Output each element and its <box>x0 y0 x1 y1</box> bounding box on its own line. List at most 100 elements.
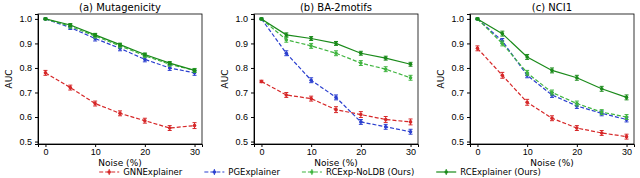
x-tick: 10 <box>91 144 101 157</box>
y-axis-line <box>467 15 471 145</box>
x-tick-label: 30 <box>190 147 200 157</box>
x-axis-line <box>471 145 635 148</box>
point <box>525 101 529 105</box>
error-bar <box>284 51 288 56</box>
y-tick-mark <box>35 43 38 44</box>
error-bar-cap <box>118 50 122 51</box>
y-tick-label: 1.0 <box>451 14 464 24</box>
x-tick: 20 <box>572 144 582 157</box>
error-bar-cap <box>625 99 629 100</box>
point <box>168 126 172 130</box>
x-tick-label: 10 <box>523 147 533 157</box>
x-tick: 30 <box>190 144 200 157</box>
error-bar <box>525 70 529 75</box>
error-bar-cap <box>625 134 629 135</box>
error-bar-cap <box>475 45 479 46</box>
error-bar-cap <box>93 101 97 102</box>
error-bar-cap <box>525 59 529 60</box>
y-tick-label: 0.8 <box>19 63 32 73</box>
error-bar-cap <box>43 70 47 71</box>
y-tick-label: 0.9 <box>19 39 32 49</box>
plot-area <box>475 17 628 139</box>
series-line <box>477 19 626 120</box>
x-tick-label: 30 <box>622 147 632 157</box>
point <box>409 76 413 80</box>
x-tick: 10 <box>523 144 533 157</box>
error-bar-cap <box>409 134 413 135</box>
y-tick: 0.7 <box>451 88 470 98</box>
x-axis-line <box>255 145 419 148</box>
y-tick: 0.5 <box>19 137 38 147</box>
error-bar-cap <box>359 65 363 66</box>
legend-label: RCExp-NoLDB (Ours) <box>326 167 414 177</box>
y-tick-label: 1.0 <box>235 14 248 24</box>
error-bar-cap <box>309 43 313 44</box>
series-line <box>45 19 194 71</box>
series-line <box>477 19 626 97</box>
error-bar-cap <box>500 45 504 46</box>
error-bar-cap <box>309 82 313 83</box>
x-axis-line <box>39 145 203 148</box>
point <box>600 110 604 114</box>
error-bar <box>550 90 554 95</box>
x-tick: 0 <box>259 144 264 157</box>
legend-swatch <box>310 170 314 174</box>
error-bar <box>384 67 388 72</box>
x-tick-label: 20 <box>140 147 150 157</box>
y-tick: 0.8 <box>451 63 470 73</box>
error-bar <box>334 95 338 100</box>
point <box>309 78 313 82</box>
y-tick-label: 0.5 <box>19 137 32 147</box>
error-bar-cap <box>359 119 363 120</box>
point <box>359 120 363 124</box>
error-bar <box>500 31 504 36</box>
error-bar <box>359 61 363 66</box>
point <box>625 115 629 119</box>
y-tick-mark <box>35 117 38 118</box>
error-bar-cap <box>193 75 197 76</box>
y-tick: 0.5 <box>451 137 470 147</box>
error-bar <box>600 86 604 91</box>
error-bar <box>168 126 172 131</box>
y-tick-label: 1.0 <box>19 14 32 24</box>
y-tick-label: 0.7 <box>19 88 32 98</box>
plot-frame <box>254 14 418 144</box>
error-bar-cap <box>409 80 413 81</box>
error-bar <box>193 69 197 72</box>
error-bar-cap <box>359 60 363 61</box>
point <box>69 23 73 27</box>
error-bar-cap <box>334 99 338 100</box>
error-bar-cap <box>500 40 504 41</box>
error-bar-cap <box>550 115 554 116</box>
y-tick-mark <box>467 19 470 20</box>
error-bar-cap <box>625 94 629 95</box>
error-bar-cap <box>384 129 388 130</box>
point <box>260 17 264 21</box>
y-tick-mark <box>35 142 38 143</box>
error-bar <box>525 54 529 59</box>
error-bar-cap <box>525 75 529 76</box>
error-bar-cap <box>575 80 579 81</box>
y-axis: 0.50.60.70.80.91.0 <box>451 14 470 147</box>
series-line <box>261 19 410 78</box>
error-bar-cap <box>600 114 604 115</box>
error-bar-cap <box>625 119 629 120</box>
point <box>550 69 554 73</box>
x-tick-label: 0 <box>259 147 264 157</box>
point <box>334 96 338 100</box>
error-bar-cap <box>550 90 554 91</box>
error-bar-cap <box>475 50 479 51</box>
error-bar <box>500 72 504 78</box>
x-tick: 30 <box>406 144 416 157</box>
error-bar-cap <box>384 124 388 125</box>
error-bar <box>409 62 413 66</box>
x-tick: 0 <box>43 144 48 157</box>
point <box>118 112 122 116</box>
point <box>309 97 313 101</box>
y-tick-label: 0.6 <box>19 112 32 122</box>
y-axis-title: AUC <box>220 69 230 88</box>
error-bar-cap <box>309 48 313 49</box>
error-bar <box>168 66 172 71</box>
point <box>143 53 147 57</box>
legend-label: RCExplainer (Ours) <box>460 167 541 177</box>
